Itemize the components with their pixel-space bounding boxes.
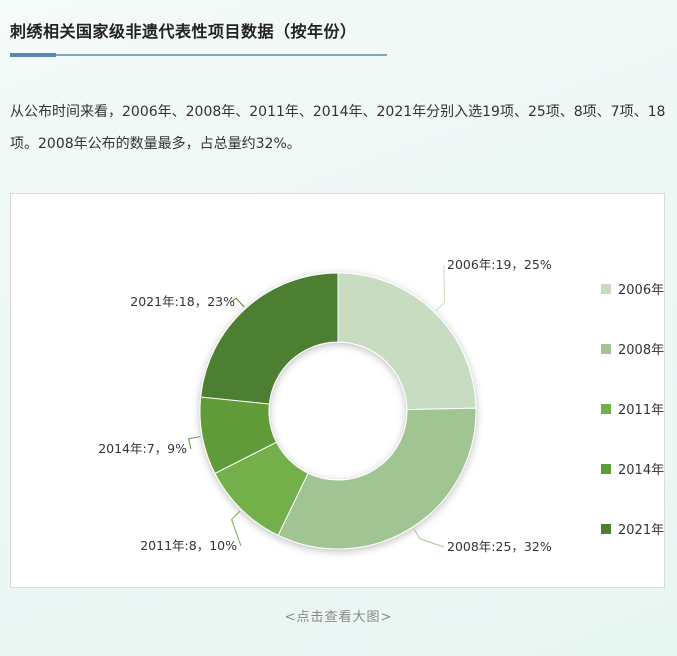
leader-line-2021年 bbox=[230, 297, 245, 308]
view-larger-link[interactable]: <点击查看大图> bbox=[284, 610, 393, 625]
legend-swatch-2011年[interactable] bbox=[601, 404, 611, 414]
data-label-2008年: 2008年:25，32% bbox=[447, 539, 552, 554]
chart-container[interactable]: 2006年:19，25% 2008年:25，32% 2011年:8，10% 2014年… bbox=[10, 193, 665, 588]
legend-label-2006年[interactable]: 2006年 bbox=[618, 283, 664, 298]
data-label-2021年: 2021年:18，23% bbox=[130, 294, 235, 309]
leader-line-2008年 bbox=[413, 528, 445, 548]
leader-line-2011年 bbox=[231, 510, 242, 547]
legend-label-2008年[interactable]: 2008年 bbox=[618, 343, 664, 358]
donut-slice-2006年[interactable] bbox=[337, 272, 477, 411]
donut-slices bbox=[199, 272, 477, 550]
data-label-2014年: 2014年:7，9% bbox=[98, 441, 187, 456]
data-label-2011年: 2011年:8，10% bbox=[140, 538, 237, 553]
legend-label-2014年[interactable]: 2014年 bbox=[618, 463, 664, 478]
title-block: 刺绣相关国家级非遗代表性项目数据（按年份） bbox=[10, 18, 387, 57]
legend-label-2021年[interactable]: 2021年 bbox=[618, 523, 664, 538]
legend-swatch-2008年[interactable] bbox=[601, 344, 611, 354]
page-title: 刺绣相关国家级非遗代表性项目数据（按年份） bbox=[10, 22, 357, 41]
donut-chart: 2006年:19，25% 2008年:25，32% 2011年:8，10% 2014年… bbox=[98, 257, 664, 554]
legend-label-2011年[interactable]: 2011年 bbox=[618, 403, 664, 418]
leader-line-2014年 bbox=[187, 436, 201, 450]
donut-slice-2021年[interactable] bbox=[200, 272, 339, 405]
description-text: 从公布时间来看，2006年、2008年、2011年、2014年、2021年分别入… bbox=[10, 104, 666, 152]
data-label-2006年: 2006年:19，25% bbox=[447, 257, 552, 272]
title-underline bbox=[10, 53, 387, 57]
legend-swatch-2021年[interactable] bbox=[601, 524, 611, 534]
donut-slice-2008年[interactable] bbox=[277, 407, 477, 550]
legend-swatch-2006年[interactable] bbox=[601, 284, 611, 294]
leader-line-2006年 bbox=[435, 264, 445, 312]
legend-swatch-2014年[interactable] bbox=[601, 464, 611, 474]
